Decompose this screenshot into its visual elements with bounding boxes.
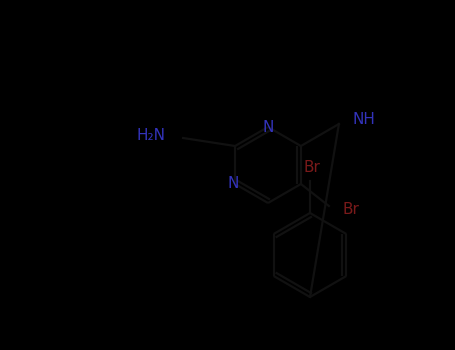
Text: H₂N: H₂N [136,128,165,143]
Text: N: N [263,119,274,134]
Text: Br: Br [303,160,320,175]
Text: N: N [228,176,239,191]
Text: Br: Br [343,203,360,217]
Text: NH: NH [353,112,376,126]
